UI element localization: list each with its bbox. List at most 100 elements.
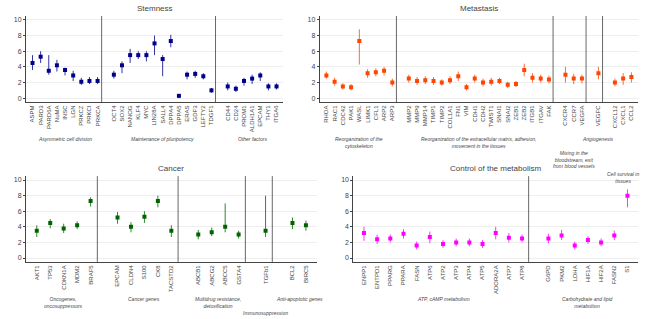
svg-text:Multidrug resistance,detoxific: Multidrug resistance,detoxification — [195, 296, 241, 309]
svg-text:CXCR4: CXCR4 — [562, 105, 568, 126]
svg-text:Oncogenes,oncosuppressors: Oncogenes,oncosuppressors — [44, 296, 83, 309]
svg-text:Maintenance of pluripotency: Maintenance of pluripotency — [131, 136, 194, 142]
svg-text:ENPP1: ENPP1 — [361, 265, 367, 285]
svg-text:ATP8: ATP8 — [519, 265, 525, 280]
svg-text:Reorganization of thecytoskele: Reorganization of thecytoskeleton — [335, 136, 383, 149]
svg-text:ABCG2: ABCG2 — [209, 265, 215, 286]
svg-text:WASL: WASL — [356, 105, 362, 122]
svg-text:BIRC5: BIRC5 — [303, 265, 309, 283]
svg-text:LDHA: LDHA — [572, 265, 578, 281]
svg-text:MYC: MYC — [143, 105, 149, 119]
svg-text:SNAI1: SNAI1 — [496, 105, 502, 123]
svg-text:ATP3: ATP3 — [453, 265, 459, 280]
svg-text:0: 0 — [345, 254, 349, 261]
svg-text:DPPA4: DPPA4 — [168, 105, 174, 125]
svg-text:CK8: CK8 — [155, 265, 161, 277]
svg-text:ZEB2: ZEB2 — [521, 105, 527, 121]
svg-text:0: 0 — [311, 95, 315, 102]
svg-text:EPCAM: EPCAM — [114, 265, 120, 286]
svg-text:Stemness: Stemness — [137, 4, 173, 13]
svg-text:INSC: INSC — [62, 105, 68, 120]
svg-text:DPPA5: DPPA5 — [176, 105, 182, 125]
svg-text:Mixing in thebloodstream, exit: Mixing in thebloodstream, exitfrom blood… — [553, 150, 595, 169]
svg-text:PPARA: PPARA — [400, 265, 406, 285]
svg-text:ATP7: ATP7 — [506, 265, 512, 280]
svg-text:8: 8 — [18, 32, 22, 39]
svg-text:2: 2 — [311, 79, 315, 86]
svg-text:0: 0 — [18, 95, 22, 102]
svg-text:TIMP1: TIMP1 — [430, 105, 436, 123]
svg-text:PAK1: PAK1 — [348, 105, 354, 121]
svg-text:MDM2: MDM2 — [74, 265, 80, 283]
svg-text:FAK: FAK — [546, 105, 552, 116]
svg-text:CDKN1A: CDKN1A — [61, 265, 67, 289]
svg-text:KLF4: KLF4 — [135, 105, 141, 120]
svg-text:MMP2: MMP2 — [406, 105, 412, 123]
svg-text:CD44: CD44 — [225, 105, 231, 121]
svg-text:BCL2: BCL2 — [289, 265, 295, 281]
svg-text:ARP2: ARP2 — [381, 105, 387, 121]
svg-text:CXCL1: CXCL1 — [620, 105, 626, 125]
svg-text:TP53: TP53 — [47, 265, 53, 280]
svg-text:Anti-apoptotic genes: Anti-apoptotic genes — [276, 296, 323, 302]
svg-text:OCT4: OCT4 — [111, 105, 117, 122]
svg-text:PRKCI: PRKCI — [86, 105, 92, 124]
svg-text:TIMP2: TIMP2 — [439, 105, 445, 123]
svg-text:THY1: THY1 — [265, 105, 271, 121]
svg-text:Asymmetric cell division: Asymmetric cell division — [38, 136, 92, 142]
svg-text:8: 8 — [18, 192, 22, 199]
svg-text:4: 4 — [311, 63, 315, 70]
svg-text:EPCAM: EPCAM — [257, 105, 263, 126]
svg-text:SALL4: SALL4 — [160, 105, 166, 124]
svg-text:ATP4: ATP4 — [466, 265, 472, 280]
svg-text:Other factors: Other factors — [238, 136, 267, 142]
svg-text:ATP, cAMP metabolism: ATP, cAMP metabolism — [417, 296, 470, 302]
svg-text:CXCL12: CXCL12 — [612, 105, 618, 128]
svg-text:TACSTD2: TACSTD2 — [168, 265, 174, 293]
svg-text:8: 8 — [345, 192, 349, 199]
svg-text:GSTA4: GSTA4 — [236, 265, 242, 285]
svg-text:SNAI2: SNAI2 — [505, 105, 511, 123]
svg-text:VEGFA: VEGFA — [579, 105, 585, 125]
svg-text:CD24: CD24 — [233, 105, 239, 121]
svg-text:ABCC5: ABCC5 — [222, 265, 228, 286]
svg-text:PKM2: PKM2 — [559, 265, 565, 282]
svg-text:ITGA6: ITGA6 — [273, 105, 279, 123]
svg-text:CDC42: CDC42 — [340, 105, 346, 125]
svg-text:4: 4 — [18, 63, 22, 70]
svg-text:PROM1: PROM1 — [241, 105, 247, 127]
svg-text:ABCB1: ABCB1 — [195, 265, 201, 285]
svg-text:CDH2: CDH2 — [480, 105, 486, 122]
svg-text:0: 0 — [18, 254, 22, 261]
svg-text:HIF2A: HIF2A — [598, 265, 604, 282]
svg-text:8: 8 — [311, 32, 315, 39]
svg-text:NuMA: NuMA — [54, 105, 60, 122]
svg-text:LIMK1: LIMK1 — [365, 105, 371, 123]
svg-text:RAC1: RAC1 — [332, 105, 338, 122]
svg-text:MMP14: MMP14 — [422, 105, 428, 126]
svg-text:PPARG: PPARG — [387, 265, 393, 286]
svg-text:2: 2 — [345, 239, 349, 246]
svg-text:2: 2 — [18, 79, 22, 86]
svg-text:Immunosuppression: Immunosuppression — [243, 310, 288, 316]
svg-text:LIN28A: LIN28A — [151, 105, 157, 125]
svg-text:LGN: LGN — [70, 105, 76, 117]
svg-text:HIF1A: HIF1A — [585, 265, 591, 282]
svg-text:ENTPD1: ENTPD1 — [374, 265, 380, 289]
svg-text:ASPM: ASPM — [29, 105, 35, 122]
svg-text:10: 10 — [14, 16, 22, 23]
svg-text:GDF3: GDF3 — [192, 105, 198, 122]
svg-text:Cell survival intissues: Cell survival intissues — [607, 171, 639, 184]
svg-text:PRKCA: PRKCA — [95, 105, 101, 126]
svg-text:RHOA: RHOA — [323, 105, 329, 122]
svg-text:FN1: FN1 — [455, 105, 461, 117]
svg-text:Carbohydrate and lipidmetaboli: Carbohydrate and lipidmetabolism — [562, 296, 613, 309]
svg-text:COL1A1: COL1A1 — [447, 105, 453, 129]
svg-text:6: 6 — [18, 48, 22, 55]
svg-text:MMP9: MMP9 — [414, 105, 420, 123]
svg-text:4: 4 — [18, 223, 22, 230]
svg-text:ITGB1: ITGB1 — [529, 105, 535, 123]
svg-text:NANOG: NANOG — [127, 105, 133, 127]
svg-text:VIM: VIM — [463, 105, 469, 116]
svg-text:ATP5: ATP5 — [479, 265, 485, 280]
